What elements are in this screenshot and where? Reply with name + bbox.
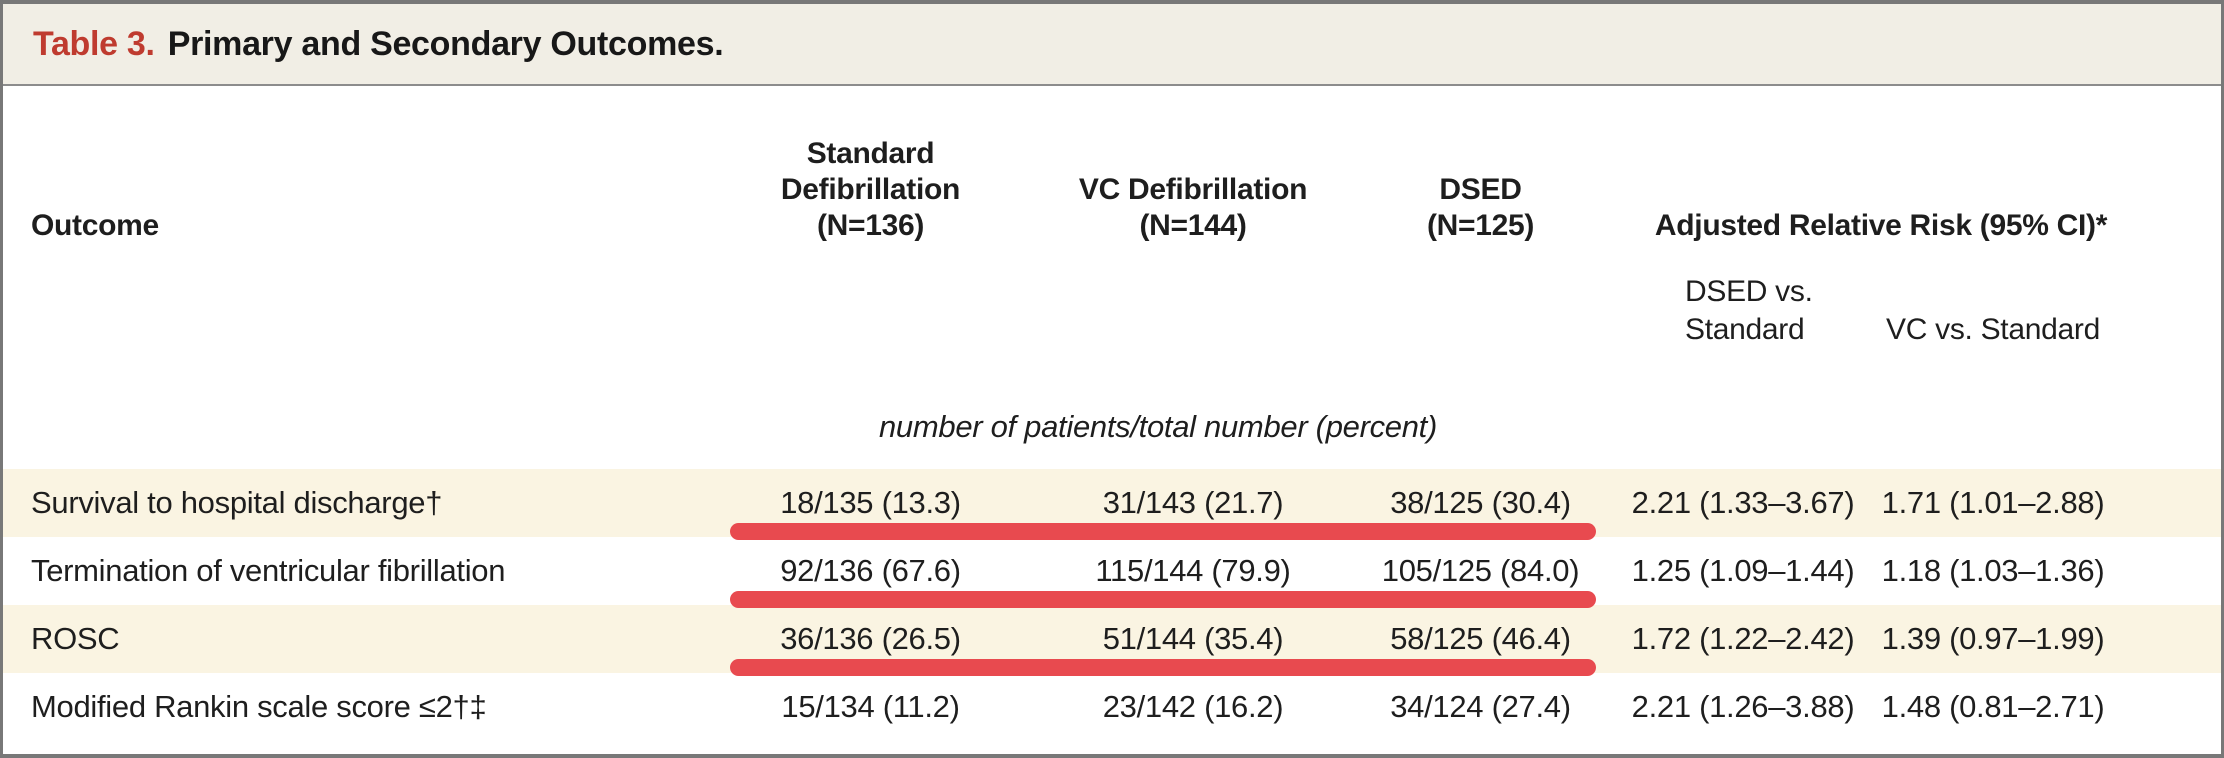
red-underline-annotation bbox=[730, 523, 1596, 540]
cell-rr-vc: 1.48 (0.81–2.71) bbox=[1881, 689, 2105, 724]
column-header-row: Outcome Standard Defibrillation (N=136) … bbox=[3, 86, 2221, 256]
table-title-text: Primary and Secondary Outcomes. bbox=[167, 24, 724, 63]
cell-standard: 18/135 (13.3) bbox=[780, 485, 961, 520]
cell-standard: 36/136 (26.5) bbox=[780, 621, 961, 656]
table-row-termination: Termination of ventricular fibrillation … bbox=[3, 537, 2221, 608]
sub-dsed-line1: DSED vs. bbox=[1685, 275, 1813, 308]
cell-rr-vc: 1.71 (1.01–2.88) bbox=[1881, 485, 2105, 520]
cell-dsed: 58/125 (46.4) bbox=[1390, 621, 1571, 656]
table-title-bar: Table 3. Primary and Secondary Outcomes. bbox=[3, 4, 2221, 86]
cell-rr-vc: 1.18 (1.03–1.36) bbox=[1881, 553, 2105, 588]
standard-header-n: (N=136) bbox=[816, 209, 925, 242]
column-header-standard-defibrillation: Standard Defibrillation (N=136) bbox=[703, 136, 1038, 256]
cell-outcome: ROSC bbox=[31, 621, 120, 656]
red-underline-annotation bbox=[730, 591, 1596, 608]
column-header-adjusted-relative-risk: Adjusted Relative Risk (95% CI)* bbox=[1654, 209, 2108, 242]
subcolumn-header-row: DSED vs. Standard VC vs. Standard bbox=[3, 256, 2221, 354]
sub-dsed-line2: Standard bbox=[1685, 312, 1805, 346]
column-header-outcome: Outcome bbox=[31, 209, 159, 242]
cell-rr-dsed: 2.21 (1.33–3.67) bbox=[1631, 485, 1855, 520]
table-row-survival: Survival to hospital discharge† 18/135 (… bbox=[3, 469, 2221, 540]
red-underline-annotation bbox=[730, 659, 1596, 676]
vc-header-line1: VC Defibrillation bbox=[1078, 173, 1308, 206]
column-header-vc-defibrillation: VC Defibrillation (N=144) bbox=[1038, 172, 1348, 256]
subcolumn-header-dsed-vs-standard: DSED vs. Standard bbox=[1613, 273, 1873, 354]
cell-vc: 51/144 (35.4) bbox=[1102, 621, 1284, 656]
units-note-row: number of patients/total number (percent… bbox=[3, 354, 2221, 469]
cell-outcome: Termination of ventricular fibrillation bbox=[31, 553, 506, 588]
cell-dsed: 34/124 (27.4) bbox=[1390, 689, 1571, 724]
subcolumn-header-vc-vs-standard: VC vs. Standard bbox=[1886, 312, 2100, 346]
dsed-header-n: (N=125) bbox=[1426, 209, 1535, 242]
cell-rr-dsed: 2.21 (1.26–3.88) bbox=[1631, 689, 1855, 724]
column-header-dsed: DSED (N=125) bbox=[1348, 172, 1613, 256]
table-row-rosc: ROSC 36/136 (26.5) 51/144 (35.4) 58/125 … bbox=[3, 605, 2221, 676]
units-note: number of patients/total number (percent… bbox=[878, 409, 1438, 444]
vc-header-n: (N=144) bbox=[1139, 209, 1247, 242]
dsed-header-line1: DSED bbox=[1439, 173, 1522, 206]
cell-vc: 23/142 (16.2) bbox=[1102, 689, 1284, 724]
cell-standard: 92/136 (67.6) bbox=[780, 553, 961, 588]
cell-rr-dsed: 1.72 (1.22–2.42) bbox=[1631, 621, 1855, 656]
cell-outcome: Survival to hospital discharge† bbox=[31, 485, 443, 520]
cell-outcome: Modified Rankin scale score ≤2†‡ bbox=[31, 689, 487, 724]
standard-header-line2: Defibrillation bbox=[780, 173, 961, 206]
cell-vc: 31/143 (21.7) bbox=[1102, 485, 1284, 520]
cell-standard: 15/134 (11.2) bbox=[781, 689, 960, 724]
cell-rr-dsed: 1.25 (1.09–1.44) bbox=[1631, 553, 1855, 588]
cell-dsed: 105/125 (84.0) bbox=[1381, 553, 1580, 588]
cell-dsed: 38/125 (30.4) bbox=[1390, 485, 1571, 520]
cell-vc: 115/144 (79.9) bbox=[1095, 553, 1291, 588]
table-row-rankin: Modified Rankin scale score ≤2†‡ 15/134 … bbox=[3, 673, 2221, 741]
standard-header-line1: Standard bbox=[806, 137, 935, 170]
table-number-label: Table 3. bbox=[33, 24, 155, 63]
cell-rr-vc: 1.39 (0.97–1.99) bbox=[1881, 621, 2105, 656]
